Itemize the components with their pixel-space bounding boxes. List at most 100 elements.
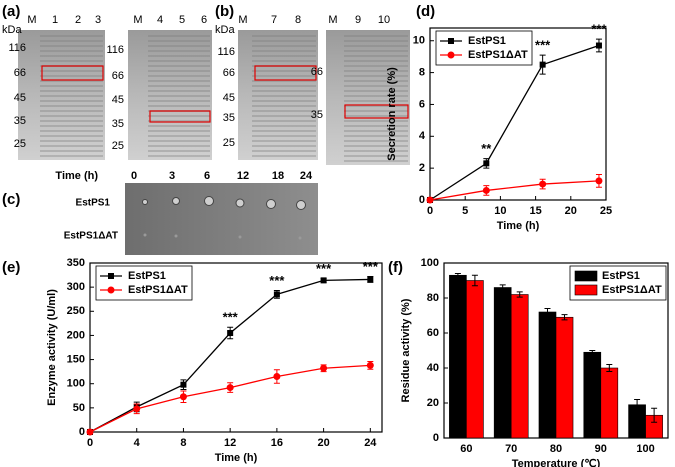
lane-label: 3 [95, 14, 101, 26]
plate-label: EstPS1 [76, 198, 111, 209]
y-tick-label: 8 [419, 66, 425, 78]
point [426, 196, 434, 204]
annotation: ** [481, 141, 492, 156]
point [133, 405, 141, 413]
marker-label: 45 [14, 92, 26, 104]
y-axis-label: Residue activity (%) [400, 298, 412, 402]
legend-label: EstPS1 [468, 35, 506, 47]
line [429, 180, 599, 201]
point [86, 428, 94, 436]
marker-label: 66 [14, 67, 26, 79]
annotation: *** [535, 38, 551, 53]
marker-label: 116 [217, 46, 235, 58]
lane-label: 8 [295, 14, 301, 26]
x-tick-label: 16 [271, 437, 283, 449]
time-value: 12 [237, 170, 249, 182]
line [429, 44, 600, 201]
point [320, 364, 328, 372]
error-bar [589, 350, 596, 355]
legend-label: EstPS1 [128, 270, 166, 282]
marker-label: 35 [223, 112, 235, 124]
annotation: *** [316, 261, 332, 276]
legend-swatch [574, 270, 598, 282]
legend-label: EstPS1 [602, 270, 640, 282]
x-tick-label: 0 [427, 205, 433, 217]
x-tick-label: 0 [87, 437, 93, 449]
point [273, 291, 280, 298]
y-tick-label: 200 [67, 329, 85, 341]
point [539, 180, 547, 188]
plate-label: EstPS1ΔAT [64, 231, 118, 242]
point [482, 186, 490, 194]
legend-box [95, 265, 193, 301]
time-label: Time (h) [55, 170, 98, 182]
y-tick-label: 60 [427, 327, 439, 339]
lane-label: 4 [157, 14, 163, 26]
x-tick-label: 15 [529, 205, 541, 217]
y-tick-label: 150 [67, 353, 85, 365]
legend-label: EstPS1ΔAT [128, 284, 188, 296]
panel-label: (e) [2, 259, 20, 276]
y-tick-label: 350 [67, 257, 85, 269]
line [89, 364, 371, 433]
bar [583, 351, 602, 439]
y-tick-label: 300 [67, 281, 85, 293]
marker-label: 35 [311, 109, 323, 121]
marker-label: 66 [112, 70, 124, 82]
marker-label: 66 [223, 67, 235, 79]
marker-label: 25 [112, 140, 124, 152]
time-value: 3 [169, 170, 175, 182]
legend-label: EstPS1ΔAT [468, 49, 528, 61]
x-tick-label: 10 [494, 205, 506, 217]
marker-label: 66 [311, 66, 323, 78]
lane-label: 6 [201, 14, 207, 26]
plate-image [125, 183, 318, 255]
panel-label: (b) [215, 3, 234, 20]
bar [555, 316, 574, 439]
plot-frame [429, 27, 607, 201]
annotation: *** [223, 310, 239, 325]
marker-label: 25 [14, 138, 26, 150]
y-tick-label: 20 [427, 397, 439, 409]
marker-label: 45 [223, 92, 235, 104]
lane-label: 2 [75, 14, 81, 26]
legend-marker [447, 51, 455, 59]
gel-images [18, 30, 410, 165]
bar [449, 274, 467, 439]
lane-label: 1 [52, 14, 58, 26]
point [366, 361, 374, 369]
x-tick-label: 8 [180, 437, 186, 449]
plot-frame [89, 262, 383, 433]
marker-label: 35 [112, 118, 124, 130]
point [539, 61, 546, 68]
point [367, 276, 374, 283]
gel-unit: kDa [2, 24, 22, 36]
error-bar [561, 314, 568, 321]
error-bar [454, 273, 461, 278]
annotation: *** [363, 259, 379, 274]
bar [600, 367, 619, 439]
lane-label: M [133, 14, 142, 26]
x-tick-label: 100 [636, 443, 654, 455]
bar [466, 280, 484, 439]
time-value: 24 [300, 170, 313, 182]
error-bar [651, 407, 658, 423]
y-tick-label: 250 [67, 305, 85, 317]
marker-label: 25 [223, 137, 235, 149]
x-tick-label: 20 [565, 205, 577, 217]
error-bar [606, 364, 613, 372]
lane-label: 10 [378, 14, 390, 26]
x-tick-label: 12 [224, 437, 236, 449]
error-bar [499, 284, 506, 291]
y-tick-label: 2 [419, 162, 425, 174]
point [595, 177, 603, 185]
panel-label: (c) [2, 191, 20, 208]
x-tick-label: 24 [364, 437, 377, 449]
lane-label: 5 [179, 14, 185, 26]
legend-marker [107, 286, 115, 294]
x-tick-label: 25 [600, 205, 612, 217]
x-axis-label: Time (h) [215, 452, 258, 464]
panel-label: (f) [388, 259, 403, 276]
x-tick-label: 60 [460, 443, 472, 455]
bar [510, 294, 529, 439]
